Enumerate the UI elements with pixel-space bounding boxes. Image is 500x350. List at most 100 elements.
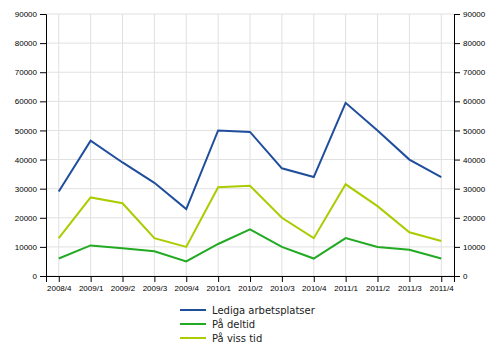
- tick-mark: [40, 189, 46, 190]
- legend-item: På deltid: [180, 318, 255, 330]
- x-tick: 2010/1: [206, 276, 231, 293]
- tick-mark: [454, 72, 460, 73]
- tick-label: 2009/2: [111, 284, 136, 293]
- tick-label: 30000: [15, 185, 38, 194]
- legend-swatch: [180, 337, 206, 339]
- grid-line: [377, 14, 378, 276]
- x-tick: 2009/2: [111, 276, 136, 293]
- tick-mark: [454, 189, 460, 190]
- tick-label: 10000: [15, 243, 38, 252]
- tick-label: 80000: [463, 39, 486, 48]
- grid-line: [345, 14, 346, 276]
- axis-line: [40, 15, 47, 277]
- tick-mark: [40, 14, 46, 15]
- y2-tick: 50000: [454, 127, 486, 136]
- y-tick: 50000: [15, 127, 46, 136]
- tick-mark: [314, 276, 315, 282]
- y2-tick: 30000: [454, 185, 486, 194]
- tick-label: 90000: [463, 10, 486, 19]
- y-tick: 60000: [15, 97, 46, 106]
- plot: 2008/4 2009/1 2009/2 2009/3 2009/4 2010/1 2010…: [15, 10, 486, 293]
- y2-tick: 10000: [454, 243, 486, 252]
- y-tick: 70000: [15, 68, 46, 77]
- tick-mark: [40, 160, 46, 161]
- x-tick: 2009/3: [143, 276, 168, 293]
- y-tick: 10000: [15, 243, 46, 252]
- tick-label: 2011/4: [430, 284, 454, 293]
- legend-label: På viss tid: [212, 332, 262, 344]
- grid-line: [122, 14, 123, 276]
- tick-mark: [454, 101, 460, 102]
- tick-mark: [40, 218, 46, 219]
- tick-mark: [40, 101, 46, 102]
- tick-label: 2011/3: [398, 284, 422, 293]
- tick-label: 2010/1: [206, 284, 231, 293]
- tick-label: 0: [463, 272, 468, 281]
- x-tick: 2010/2: [238, 276, 263, 293]
- x-tick: 2009/1: [79, 276, 104, 293]
- tick-label: 2009/1: [79, 284, 104, 293]
- x-tick: 2011/3: [398, 276, 422, 293]
- tick-mark: [154, 276, 155, 282]
- tick-label: 10000: [463, 243, 486, 252]
- tick-mark: [40, 247, 46, 248]
- tick-label: 2010/2: [238, 284, 263, 293]
- tick-label: 2009/3: [143, 284, 168, 293]
- tick-mark: [186, 276, 187, 282]
- y-tick: 40000: [15, 156, 46, 165]
- tick-label: 90000: [15, 10, 38, 19]
- y2-tick: 20000: [454, 214, 486, 223]
- y-tick: 90000: [15, 10, 46, 19]
- y-tick: 80000: [15, 39, 46, 48]
- tick-label: 50000: [15, 127, 38, 136]
- axis-line: [47, 277, 455, 283]
- tick-label: 0: [33, 272, 38, 281]
- y2-axis: 0 10000 20000 30000 40000 50000 60000 70000 8000…: [454, 10, 486, 281]
- tick-mark: [250, 276, 251, 282]
- legend-swatch: [180, 309, 206, 311]
- y2-tick: 70000: [454, 68, 486, 77]
- grid-line: [218, 14, 219, 276]
- grid-line: [186, 14, 187, 276]
- y-tick: 20000: [15, 214, 46, 223]
- tick-mark: [441, 276, 442, 282]
- legend-item: Lediga arbetsplatser: [180, 305, 316, 316]
- tick-mark: [40, 43, 46, 44]
- tick-mark: [123, 276, 124, 282]
- tick-label: 60000: [15, 97, 38, 106]
- tick-mark: [409, 276, 410, 282]
- legend-label: På deltid: [212, 318, 255, 330]
- grid-line: [90, 14, 91, 276]
- tick-mark: [454, 160, 460, 161]
- tick-mark: [454, 218, 460, 219]
- x-tick: 2010/3: [270, 276, 295, 293]
- grid-line: [441, 14, 442, 276]
- y2-tick: 80000: [454, 39, 486, 48]
- tick-mark: [282, 276, 283, 282]
- x-tick: 2011/1: [334, 276, 358, 293]
- grid: [46, 14, 454, 276]
- grid-line: [409, 14, 410, 276]
- tick-label: 70000: [15, 68, 38, 77]
- axis-line: [455, 15, 461, 277]
- x-tick: 2009/4: [175, 276, 200, 293]
- tick-label: 50000: [463, 127, 486, 136]
- legend-item: På viss tid: [180, 332, 262, 344]
- tick-label: 80000: [15, 39, 38, 48]
- tick-label: 40000: [15, 156, 38, 165]
- tick-mark: [59, 276, 60, 282]
- tick-mark: [454, 247, 460, 248]
- y-tick: 0: [33, 272, 46, 281]
- tick-label: 2008/4: [47, 284, 72, 293]
- tick-label: 40000: [463, 156, 486, 165]
- chart: 2008/4 2009/1 2009/2 2009/3 2009/4 2010/1 2010…: [0, 0, 500, 350]
- tick-mark: [454, 14, 460, 15]
- y2-tick: 40000: [454, 156, 486, 165]
- tick-mark: [40, 72, 46, 73]
- x-axis: 2008/4 2009/1 2009/2 2009/3 2009/4 2010/1 2010…: [47, 276, 455, 293]
- x-tick: 2010/4: [302, 276, 327, 293]
- tick-mark: [454, 276, 460, 277]
- tick-label: 2010/3: [270, 284, 295, 293]
- tick-label: 60000: [463, 97, 486, 106]
- tick-label: 20000: [463, 214, 486, 223]
